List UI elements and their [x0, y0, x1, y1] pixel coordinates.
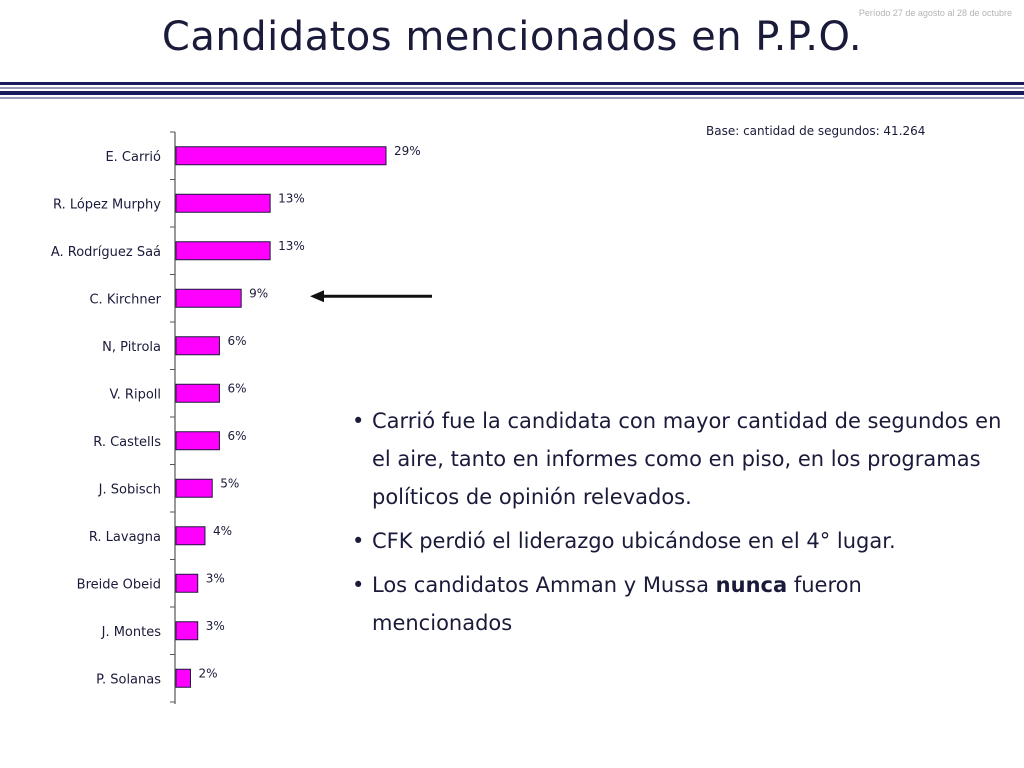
bar	[175, 431, 220, 451]
finding-item: • CFK perdió el liderazgo ubicándose en e…	[352, 522, 1002, 560]
bar-chart: E. Carrió 29% R. López Murphy 13% A. Rodrígu…	[51, 131, 432, 704]
bar	[175, 241, 271, 261]
category-label: R. Lavagna	[89, 530, 161, 545]
data-label: 13%	[278, 191, 305, 205]
bar	[175, 383, 220, 403]
emphasis-text: nunca	[715, 573, 788, 597]
page-title: Candidatos mencionados en P.P.O.	[161, 14, 863, 60]
data-label: 3%	[206, 571, 225, 585]
category-label: V. Ripoll	[109, 387, 161, 402]
category-label: J. Montes	[101, 625, 162, 640]
bar	[175, 193, 271, 213]
category-label: Breide Obeid	[77, 577, 161, 592]
finding-text: Carrió fue la candidata con mayor cantid…	[372, 409, 1002, 509]
category-label: R. López Murphy	[53, 197, 161, 212]
data-label: 3%	[206, 619, 225, 633]
bar	[175, 288, 242, 308]
bullet-glyph: •	[352, 529, 365, 553]
data-label: 2%	[198, 666, 217, 680]
data-label: 4%	[213, 524, 232, 538]
data-label: 6%	[227, 334, 246, 348]
bar	[175, 526, 206, 546]
bullet-glyph: •	[352, 573, 365, 597]
highlight-arrow	[310, 290, 432, 303]
category-label: P. Solanas	[96, 672, 161, 687]
finding-text: fueron mencionados	[372, 573, 862, 635]
category-label: C. Kirchner	[89, 292, 161, 307]
period-note: Período 27 de agosto al 28 de octubre	[858, 8, 1012, 18]
data-label: 6%	[227, 381, 246, 395]
data-label: 9%	[249, 286, 268, 300]
data-label: 13%	[278, 239, 305, 253]
category-label: J. Sobisch	[98, 482, 161, 497]
bar	[175, 478, 213, 498]
category-label: R. Castells	[93, 435, 161, 450]
base-note: Base: cantidad de segundos: 41.264	[706, 124, 926, 138]
title-rule	[0, 82, 1024, 99]
bar	[175, 621, 199, 641]
finding-item: • Los candidatos Amman y Mussa nunca fuer…	[352, 566, 1002, 642]
data-label: 6%	[227, 429, 246, 443]
bar	[175, 336, 220, 356]
data-label: 5%	[220, 476, 239, 490]
category-label: A. Rodríguez Saá	[51, 245, 161, 260]
finding-text: Los candidatos Amman y Mussa	[372, 573, 716, 597]
findings-list: • Carrió fue la candidata con mayor canti…	[352, 402, 1002, 648]
category-label: N, Pitrola	[102, 340, 161, 355]
bar	[175, 573, 199, 593]
category-label: E. Carrió	[105, 150, 161, 165]
finding-text: CFK perdió el liderazgo ubicándose en el…	[372, 529, 896, 553]
bar	[175, 146, 387, 166]
finding-item: • Carrió fue la candidata con mayor canti…	[352, 402, 1002, 516]
bullet-glyph: •	[352, 409, 365, 433]
bar	[175, 668, 191, 688]
data-label: 29%	[394, 144, 421, 158]
